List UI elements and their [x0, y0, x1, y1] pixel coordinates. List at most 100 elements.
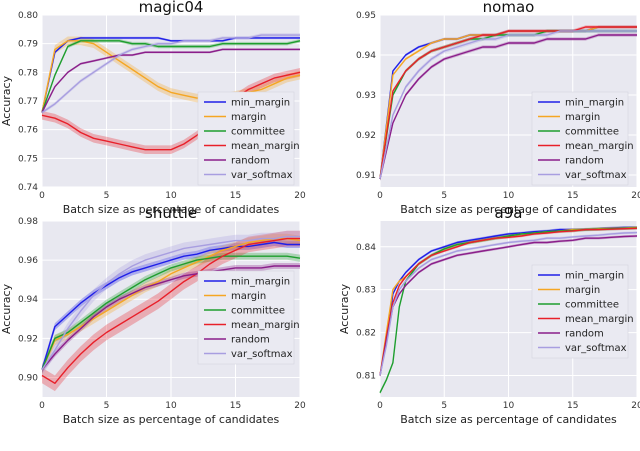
series-line-var_softmax — [379, 30, 637, 180]
series-line-committee — [41, 40, 301, 113]
series-line-random — [41, 48, 300, 113]
x-tick-label: 10 — [503, 191, 515, 201]
series-line-mean_margin — [379, 26, 637, 180]
legend-box — [197, 91, 295, 186]
y-tick-label: 0.96 — [18, 256, 38, 266]
y-tick-label: 0.95 — [356, 11, 376, 21]
legend-label: random — [565, 156, 604, 167]
x-tick-label: 0 — [377, 191, 383, 201]
x-tick-label: 20 — [294, 401, 306, 411]
chart-shuttle: 0 5 10 15 200.900.920.940.960.98 shuttleBatch… — [0, 204, 306, 426]
legend-label: var_softmax — [231, 349, 293, 360]
series-line-min_margin — [41, 37, 300, 113]
y-tick-label: 0.83 — [356, 286, 376, 296]
x-tick-label: 5 — [104, 401, 110, 411]
y-tick-label: 0.84 — [356, 243, 376, 253]
x-tick-label: 0 — [377, 401, 383, 411]
legend-label: random — [231, 156, 270, 167]
legend-label: min_margin — [231, 277, 290, 288]
x-tick-label: 15 — [567, 191, 578, 201]
series-line-var_softmax — [379, 231, 638, 376]
series-line-var_softmax — [41, 235, 300, 370]
legend-label: min_margin — [231, 98, 290, 109]
y-tick-label: 0.81 — [356, 372, 376, 382]
y-tick-label: 0.94 — [18, 295, 38, 305]
x-tick-label: 10 — [503, 401, 515, 411]
legend-label: committee — [565, 300, 619, 311]
legend-label: margin — [231, 112, 266, 123]
legend-label: mean_margin — [231, 320, 300, 331]
band-random — [42, 263, 300, 373]
y-axis-label: Accuracy — [0, 283, 13, 334]
legend-label: min_margin — [565, 98, 624, 109]
legend-label: random — [231, 335, 270, 346]
y-tick-label: 0.79 — [18, 40, 38, 50]
y-tick-label: 0.94 — [356, 51, 376, 61]
x-tick-label: 0 — [39, 191, 45, 201]
legend-label: mean_margin — [231, 141, 300, 152]
band-mean_margin — [42, 230, 300, 392]
x-axis-label: Batch size as percentage of candidates — [400, 203, 617, 216]
x-tick-label: 20 — [294, 191, 306, 201]
y-tick-label: 0.93 — [356, 91, 376, 101]
series-line-margin — [41, 40, 301, 113]
y-tick-label: 0.78 — [18, 68, 38, 78]
series-line-mean_margin — [41, 237, 300, 384]
y-tick-label: 0.77 — [18, 97, 38, 107]
y-tick-label: 0.76 — [18, 126, 38, 136]
series-line-random — [41, 265, 300, 371]
band-mean_margin — [42, 68, 300, 154]
legend-box — [531, 91, 629, 186]
y-tick-label: 0.74 — [18, 183, 38, 193]
x-tick-label: 20 — [631, 401, 640, 411]
legend-label: var_softmax — [231, 170, 293, 181]
legend-label: committee — [231, 127, 285, 138]
x-tick-label: 5 — [104, 191, 110, 201]
x-tick-label: 15 — [567, 401, 578, 411]
legend-box — [531, 264, 629, 359]
x-axis-label: Batch size as percentage of candidates — [63, 413, 280, 426]
y-tick-label: 0.92 — [356, 131, 376, 141]
legend-label: random — [565, 329, 604, 340]
legend-label: min_margin — [565, 271, 624, 282]
series-line-var_softmax — [41, 34, 300, 114]
legend-label: margin — [231, 291, 266, 302]
series-line-committee — [41, 255, 301, 370]
x-axis-label: Batch size as percentage of candidates — [400, 413, 617, 426]
chart-magic04: 0 5 10 15 20 0.74 0.75 0.76 0.77 0.78 0.79 0.80 magi… — [0, 0, 306, 216]
y-tick-label: 0.98 — [18, 217, 38, 227]
y-tick-label: 0.82 — [356, 329, 376, 339]
y-tick-label: 0.80 — [18, 11, 38, 21]
series-line-mean_margin — [379, 227, 638, 376]
legend-label: mean_margin — [565, 314, 634, 325]
series-line-random — [379, 34, 637, 180]
y-tick-label: 0.91 — [356, 171, 376, 181]
legend-label: var_softmax — [565, 343, 627, 354]
series-line-mean_margin — [41, 71, 301, 151]
x-tick-label: 0 — [39, 401, 45, 411]
y-tick-label: 0.90 — [18, 373, 38, 383]
legend-label: var_softmax — [565, 170, 627, 181]
x-axis-label: Batch size as percentage of candidates — [63, 203, 280, 216]
series-line-min_margin — [41, 241, 300, 370]
chart-title: a9a — [495, 204, 523, 222]
legend-label: committee — [231, 306, 285, 317]
chart-title: shuttle — [145, 204, 197, 222]
series-line-random — [379, 235, 638, 376]
x-tick-label: 15 — [230, 401, 241, 411]
legend-label: mean_margin — [565, 141, 634, 152]
chart-nomao: 0 5 10 15 20 0.91 0.92 0.93 0.94 0.95 nomao Batch s… — [356, 0, 640, 216]
y-axis-label: Accuracy — [338, 283, 351, 334]
legend-label: committee — [565, 127, 619, 138]
legend-label: margin — [565, 112, 600, 123]
y-tick-label: 0.92 — [18, 334, 38, 344]
x-tick-label: 10 — [165, 191, 177, 201]
legend-box — [197, 270, 295, 365]
x-tick-label: 5 — [441, 191, 447, 201]
band-var_softmax — [42, 33, 300, 115]
